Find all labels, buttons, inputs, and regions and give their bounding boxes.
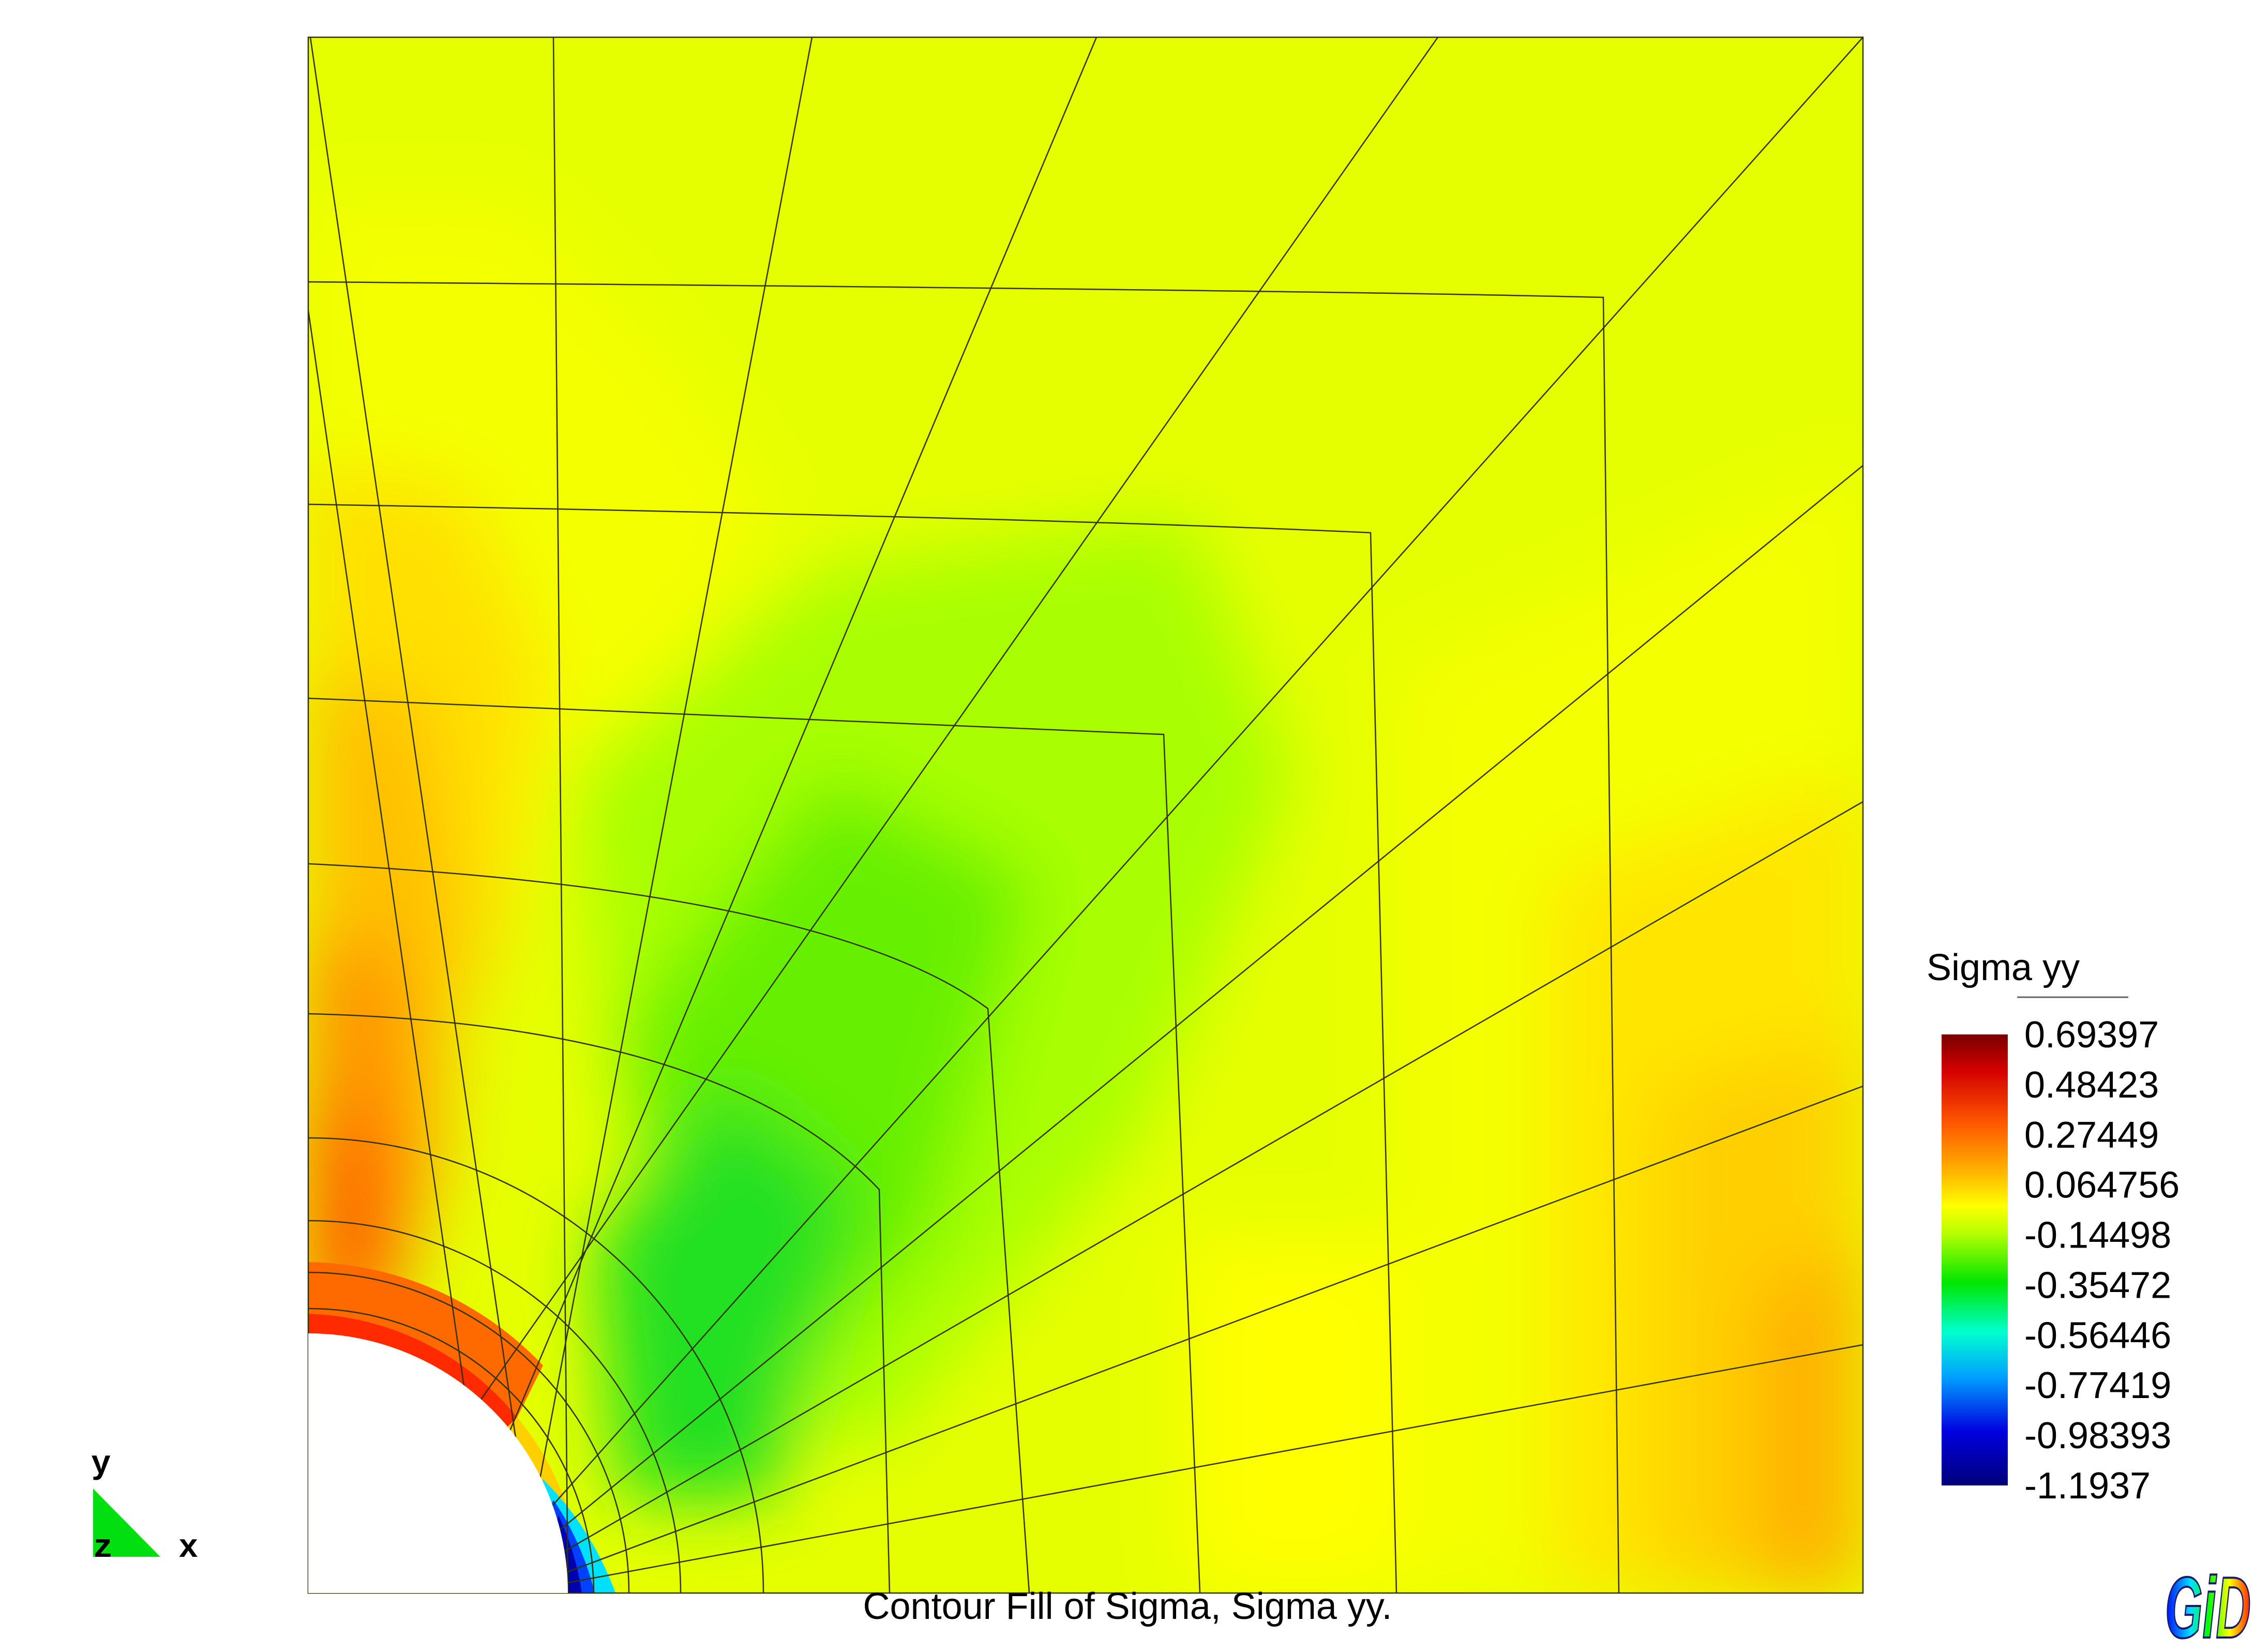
legend-labels: 0.69397 0.48423 0.27449 0.064756 -0.14498 -0.… [2024, 1014, 2179, 1507]
axis-label-z: z [93, 1530, 113, 1567]
mesh-lines [307, 36, 1864, 1594]
legend-value-label: -0.56446 [2024, 1315, 2171, 1356]
legend-value-label: -0.77419 [2024, 1365, 2171, 1406]
legend-value-label: -0.35472 [2024, 1265, 2171, 1306]
legend-value-label: 0.69397 [2024, 1014, 2159, 1056]
legend-value-label: 0.48423 [2024, 1064, 2159, 1106]
plot-caption: Contour Fill of Sigma, Sigma yy. [863, 1586, 1392, 1627]
legend-color-bar [1942, 1034, 2008, 1485]
hole-cutout [308, 1333, 568, 1593]
legend-value-label: -0.14498 [2024, 1215, 2171, 1256]
legend-value-label: 0.27449 [2024, 1115, 2159, 1156]
axis-label-x: x [178, 1530, 198, 1567]
stress-contour-field [308, 37, 1863, 1593]
legend-title: Sigma yy [1927, 947, 2080, 988]
gid-logo-text: GiD [2165, 1559, 2251, 1652]
legend-value-label: -1.1937 [2024, 1465, 2151, 1507]
color-scale-legend: Sigma yy 0.69397 0.48423 0.27449 0.064756 -0… [1927, 947, 2179, 1507]
axes-triad: y z x [91, 1446, 198, 1567]
axis-label-y: y [91, 1446, 111, 1483]
axes-triangle-icon [93, 1489, 160, 1557]
legend-value-label: -0.98393 [2024, 1415, 2171, 1456]
legend-value-label: 0.064756 [2024, 1165, 2179, 1206]
gid-logo: GiD [2164, 1558, 2252, 1652]
